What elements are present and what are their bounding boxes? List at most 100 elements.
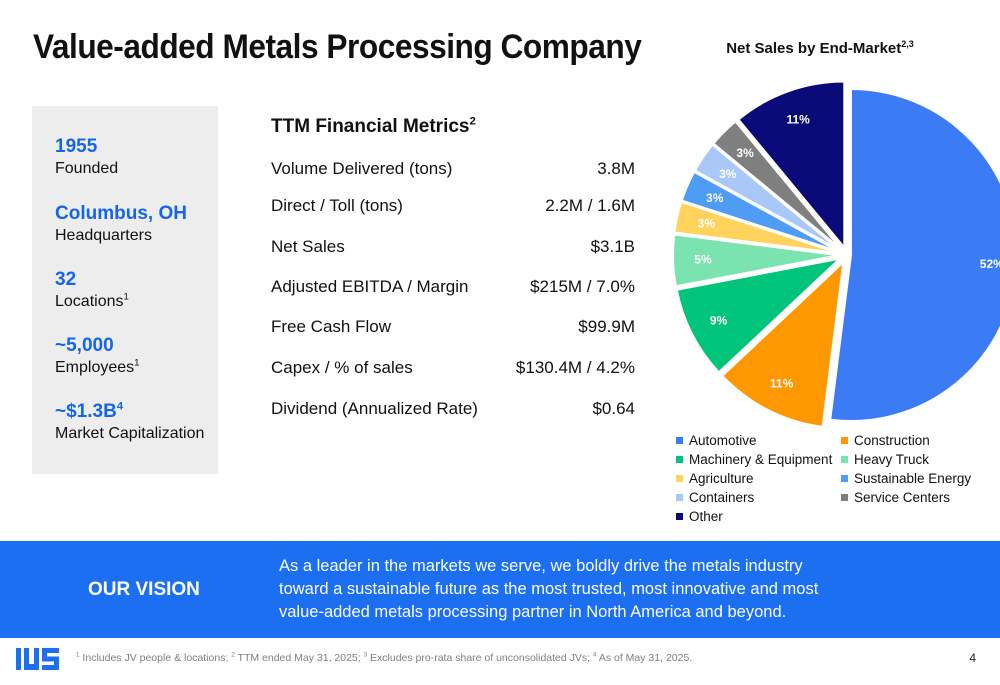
legend-swatch bbox=[841, 494, 848, 501]
legend-item: Other bbox=[676, 509, 723, 524]
metrics-heading-text: TTM Financial Metrics bbox=[271, 116, 470, 137]
legend-label: Construction bbox=[854, 433, 930, 448]
legend-label: Other bbox=[689, 509, 723, 524]
fact-value: ~5,000 bbox=[55, 335, 114, 356]
metric-label: Volume Delivered (tons) bbox=[271, 159, 453, 178]
footnote-text: Excludes pro-rata share of unconsolidate… bbox=[367, 652, 593, 664]
pie-data-label: 11% bbox=[770, 376, 794, 390]
pie-slice-machinery-equipment bbox=[675, 257, 844, 374]
legend-label: Heavy Truck bbox=[854, 452, 930, 467]
pie-data-label: 9% bbox=[710, 313, 728, 327]
pie-slice-sustainable-energy bbox=[680, 170, 841, 253]
footnotes: 1 Includes JV people & locations; 2 TTM … bbox=[76, 652, 692, 664]
legend-label: Machinery & Equipment bbox=[689, 452, 833, 467]
legend-swatch bbox=[676, 456, 683, 463]
pie-slice-construction bbox=[720, 259, 845, 428]
fact-value: 32 bbox=[55, 269, 77, 290]
fact-label: Market Capitalization bbox=[55, 425, 205, 442]
metric-row: Net Sales $3.1B bbox=[271, 237, 635, 257]
vision-statement: As a leader in the markets we serve, we … bbox=[279, 557, 819, 621]
fact-value: 1955 bbox=[55, 136, 98, 157]
pie-slice-other bbox=[737, 80, 846, 251]
fact-label: Employees bbox=[55, 359, 135, 376]
metric-value: 3.8M bbox=[597, 159, 635, 178]
metric-value: $3.1B bbox=[590, 237, 635, 256]
metric-label: Dividend (Annualized Rate) bbox=[271, 399, 478, 418]
metric-value: $0.64 bbox=[592, 399, 635, 418]
pie-data-label: 3% bbox=[698, 217, 716, 231]
metric-label: Net Sales bbox=[271, 237, 345, 256]
legend-label: Agriculture bbox=[689, 471, 754, 486]
ttm-metrics-table: TTM Financial Metrics2 Volume Delivered … bbox=[271, 116, 635, 418]
page-number: 4 bbox=[969, 651, 976, 665]
metric-label: Capex / % of sales bbox=[271, 358, 413, 377]
metric-row: Volume Delivered (tons) 3.8M bbox=[271, 159, 635, 179]
pie-slice-automotive bbox=[829, 87, 1000, 422]
footnote-text: Includes JV people & locations; bbox=[79, 652, 232, 664]
chart-title: Net Sales by End-Market2,3 bbox=[700, 39, 940, 58]
footnote-ref: 4 bbox=[116, 400, 124, 413]
metric-label: Adjusted EBITDA / Margin bbox=[271, 277, 469, 296]
pie-data-label: 3% bbox=[736, 146, 754, 160]
metric-value: $130.4M / 4.2% bbox=[515, 358, 635, 377]
legend-swatch bbox=[676, 513, 683, 520]
metric-row: Direct / Toll (tons) 2.2M / 1.6M bbox=[271, 196, 635, 216]
metrics-heading: TTM Financial Metrics2 bbox=[271, 116, 635, 148]
fact-locations: 32 Locations1 bbox=[55, 269, 129, 313]
fact-market-cap: ~$1.3B4 Market Capitalization bbox=[55, 401, 204, 445]
legend-swatch bbox=[676, 475, 683, 482]
legend-label: Service Centers bbox=[854, 490, 951, 505]
pie-slice-containers bbox=[693, 143, 842, 252]
metric-label: Free Cash Flow bbox=[271, 317, 391, 336]
vision-label: OUR VISION bbox=[88, 579, 200, 600]
legend-swatch bbox=[841, 456, 848, 463]
footnote-ref: 2,3 bbox=[901, 39, 914, 49]
metric-row: Capex / % of sales $130.4M / 4.2% bbox=[271, 358, 635, 378]
metric-row: Free Cash Flow $99.9M bbox=[271, 317, 635, 337]
legend-item: Containers bbox=[676, 490, 754, 505]
legend-label: Sustainable Energy bbox=[854, 471, 972, 486]
legend-item: Machinery & Equipment bbox=[676, 452, 832, 467]
footnote-ref: 1 bbox=[134, 357, 140, 369]
metric-label: Direct / Toll (tons) bbox=[271, 196, 403, 215]
vision-banner: OUR VISION As a leader in the markets we… bbox=[0, 541, 1000, 638]
fact-value: Columbus, OH bbox=[55, 203, 187, 224]
legend-item: Agriculture bbox=[676, 471, 754, 486]
fact-label: Headquarters bbox=[55, 227, 152, 244]
footnote-marker: 4 bbox=[592, 651, 597, 659]
metric-row: Adjusted EBITDA / Margin $215M / 7.0% bbox=[271, 277, 635, 297]
legend-swatch bbox=[676, 494, 683, 501]
pie-data-label: 5% bbox=[694, 253, 712, 267]
legend-item: Construction bbox=[841, 433, 930, 448]
page-title: Value-added Metals Processing Company bbox=[33, 28, 642, 66]
fact-value: ~$1.3B bbox=[55, 401, 117, 422]
metric-value: $99.9M bbox=[578, 317, 635, 336]
fact-headquarters: Columbus, OH Headquarters bbox=[55, 203, 187, 247]
metric-value: $215M / 7.0% bbox=[530, 277, 635, 296]
footnote-text: TTM ended May 31, 2025; bbox=[234, 652, 364, 664]
footnote-marker: 3 bbox=[363, 651, 368, 659]
pie-slice-agriculture bbox=[673, 200, 840, 255]
legend-item: Heavy Truck bbox=[841, 452, 929, 467]
fact-founded: 1955 Founded bbox=[55, 136, 118, 180]
pie-data-label: 3% bbox=[706, 191, 724, 205]
legend-label: Containers bbox=[689, 490, 755, 505]
legend-swatch bbox=[841, 475, 848, 482]
footnote-marker: 1 bbox=[76, 651, 80, 659]
footnote-marker: 2 bbox=[231, 651, 235, 659]
legend-item: Service Centers bbox=[841, 490, 950, 505]
fact-label: Founded bbox=[55, 160, 119, 177]
metric-row: Dividend (Annualized Rate) $0.64 bbox=[271, 399, 635, 419]
metric-value: 2.2M / 1.6M bbox=[545, 196, 635, 215]
legend-swatch bbox=[676, 437, 683, 444]
fact-employees: ~5,000 Employees1 bbox=[55, 335, 140, 379]
legend-swatch bbox=[841, 437, 848, 444]
footnote-ref: 2 bbox=[469, 115, 476, 128]
pie-slice-heavy-truck bbox=[672, 233, 840, 288]
company-facts-panel: 1955 Founded Columbus, OH Headquarters 3… bbox=[32, 106, 218, 474]
legend-item: Sustainable Energy bbox=[841, 471, 971, 486]
chart-title-text: Net Sales by End-Market bbox=[726, 40, 902, 57]
pie-data-label: 11% bbox=[787, 112, 811, 126]
pie-data-label: 52% bbox=[980, 257, 1000, 271]
